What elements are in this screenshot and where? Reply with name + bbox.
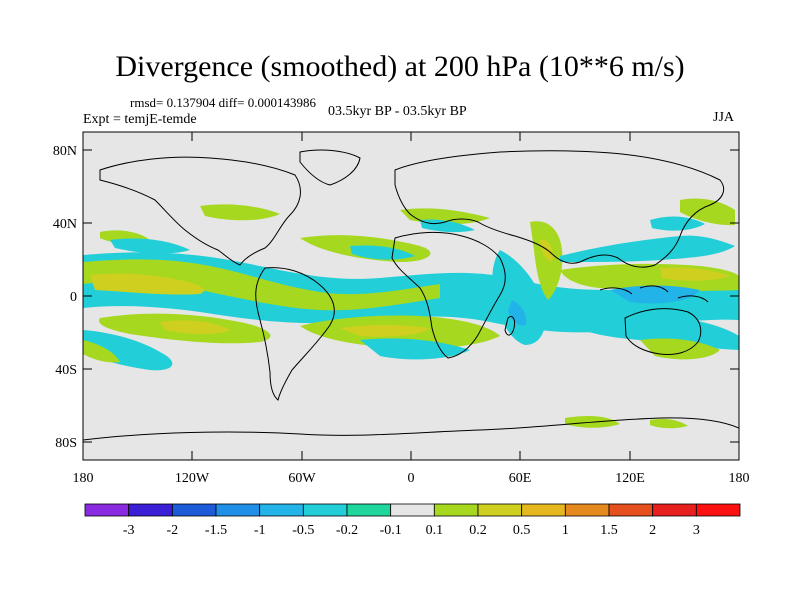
- field-band-positive: [340, 325, 430, 337]
- experiment-label: Expt = temjE-temde: [83, 112, 197, 127]
- colorbar-swatch: [521, 503, 566, 517]
- lon-label: 180: [729, 471, 750, 486]
- field-band-positive: [83, 340, 120, 363]
- colorbar-swatch: [477, 503, 523, 517]
- colorbar-label: -1.5: [205, 523, 227, 538]
- colorbar-swatch: [215, 503, 261, 517]
- colorbar-swatch: [259, 503, 304, 517]
- coastline-antarctica: [83, 417, 739, 441]
- coastline-australia: [624, 308, 702, 355]
- colorbar-label: 2: [649, 523, 656, 538]
- colorbar-swatch: [84, 503, 130, 517]
- colorbar-label: -0.2: [336, 523, 358, 538]
- field-band-negative: [492, 250, 546, 345]
- field-band-positive: [160, 320, 230, 335]
- coastline-north-america: [99, 156, 301, 266]
- coastline-maritime: [599, 285, 709, 303]
- colorbar-swatch: [695, 503, 741, 517]
- field-band-positive: [650, 418, 688, 429]
- colorbar-label: 0.2: [469, 523, 487, 538]
- colorbar-label: -3: [123, 523, 135, 538]
- colorbar-label: 0.5: [513, 523, 531, 538]
- field-band-positive: [83, 259, 440, 311]
- colorbar-label: 1.5: [600, 523, 618, 538]
- period-label: 03.5kyr BP - 03.5kyr BP: [328, 104, 467, 119]
- colorbar-labels: -3 -2 -1.5 -1 -0.5 -0.2 -0.1 0.1 0.2 0.5 1 1.5 2 3: [123, 523, 700, 538]
- lon-label: 120W: [175, 471, 210, 486]
- coastline-greenland: [299, 149, 361, 186]
- colorbar-swatch: [608, 503, 654, 517]
- field-band-negative: [610, 285, 700, 304]
- season-label: JJA: [713, 110, 735, 125]
- field-band-positive: [540, 239, 553, 262]
- map-title: Divergence (smoothed) at 200 hPa (10**6 …: [115, 50, 685, 83]
- coastline-africa: [391, 231, 506, 359]
- field-band-negative: [360, 338, 470, 360]
- field-band-negative: [420, 219, 475, 233]
- coastline-south-america: [255, 267, 335, 401]
- colorbar-label: -2: [166, 523, 178, 538]
- colorbar-swatch: [433, 503, 479, 517]
- colorbar-label: -0.5: [292, 523, 314, 538]
- colorbar-label: 1: [562, 523, 569, 538]
- lon-label: 120E: [615, 471, 645, 486]
- lon-label: 180: [73, 471, 94, 486]
- lat-label: 40S: [55, 363, 77, 378]
- colorbar-swatch: [564, 503, 610, 517]
- colorbar-label: -0.1: [380, 523, 402, 538]
- field-band-positive: [200, 204, 280, 221]
- field-band-positive: [530, 221, 563, 300]
- field-band-negative: [650, 216, 705, 231]
- colorbar-swatch: [171, 503, 217, 517]
- lon-label: 60W: [288, 471, 316, 486]
- coastline-madagascar: [504, 315, 515, 336]
- lon-ticks: [82, 132, 740, 460]
- colorbar-label: -1: [254, 523, 266, 538]
- divergence-field: [83, 198, 739, 429]
- colorbar-swatch: [652, 503, 697, 517]
- lat-label: 40N: [53, 217, 77, 232]
- coastlines: [83, 149, 739, 441]
- field-band-positive: [660, 267, 730, 281]
- colorbar-swatch: [390, 503, 435, 517]
- colorbar-swatch: [128, 503, 173, 517]
- field-band-positive: [680, 198, 735, 226]
- field-band-negative: [560, 312, 739, 350]
- stats-text: rmsd= 0.137904 diff= 0.000143986: [130, 95, 316, 110]
- colorbar-swatch: [346, 503, 392, 517]
- field-band-negative: [110, 238, 190, 254]
- lat-label: 80S: [55, 436, 77, 451]
- lat-label: 0: [70, 290, 77, 305]
- lon-label: 0: [408, 471, 415, 486]
- field-band-positive: [90, 273, 204, 295]
- lat-label: 80N: [53, 144, 77, 159]
- colorbar-label: 3: [693, 523, 700, 538]
- coastline-europe-asia: [394, 150, 725, 268]
- lat-ticks: [83, 149, 739, 443]
- colorbar-swatch: [302, 503, 348, 517]
- lon-label: 60E: [509, 471, 532, 486]
- field-band-negative: [508, 300, 527, 326]
- colorbar: [84, 503, 741, 517]
- field-band-negative: [350, 245, 415, 260]
- colorbar-label: 0.1: [426, 523, 444, 538]
